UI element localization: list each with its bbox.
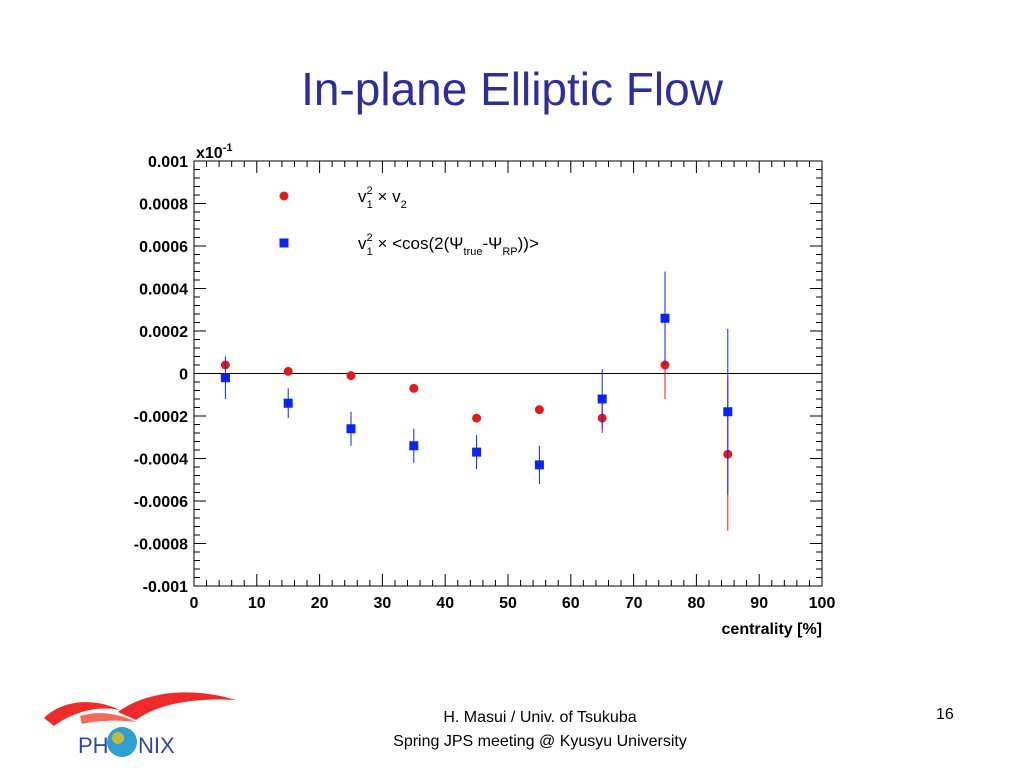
y-multiplier-label: x10-1 (196, 142, 232, 162)
legend-text: × v (373, 187, 401, 206)
legend-sub: 1 (367, 246, 373, 258)
page-number: 16 (936, 706, 954, 723)
footer-author: H. Masui / Univ. of Tsukuba (443, 709, 637, 726)
legend-sub: true (464, 246, 483, 258)
x-tick-label: 30 (374, 595, 392, 612)
data-point-blue (409, 441, 419, 451)
x-tick-label: 90 (750, 595, 768, 612)
x-tick-label: 70 (625, 595, 643, 612)
footer-meeting: Spring JPS meeting @ Kyusyu University (393, 733, 687, 750)
data-point-blue (660, 313, 670, 323)
y-tick-label: -0.0004 (134, 452, 188, 469)
x-tick-label: 50 (499, 595, 517, 612)
y-tick-label: -0.001 (143, 579, 188, 596)
y-multiplier-exponent: -1 (223, 142, 233, 154)
y-tick-label: 0.001 (148, 154, 188, 171)
legend-text: × <cos(2(Ψ (373, 234, 464, 253)
y-tick-label: -0.0002 (134, 409, 188, 426)
legend-sub: 1 (367, 199, 373, 211)
x-tick-label: 60 (562, 595, 580, 612)
y-tick-label: 0.0004 (139, 282, 188, 299)
y-tick-label: 0.0008 (139, 197, 188, 214)
y-tick-label: 0 (179, 367, 188, 384)
legend-text: -Ψ (482, 234, 502, 253)
phenix-logo: PH NIX (44, 692, 236, 758)
y-tick-label: 0.0006 (139, 239, 188, 256)
legend-sub: 2 (401, 199, 407, 211)
x-tick-label: 40 (436, 595, 454, 612)
x-tick-label: 100 (809, 595, 836, 612)
phenix-logo-wing-mid (80, 713, 136, 724)
legend-sup: 2 (367, 185, 373, 197)
data-point-blue (597, 394, 607, 404)
slide-title: In-plane Elliptic Flow (301, 63, 723, 115)
legend-marker-blue (279, 238, 289, 248)
legend-sup: 2 (367, 232, 373, 244)
data-point-red (534, 405, 544, 415)
x-axis-label: centrality [%] (722, 621, 822, 638)
footer-text: H. Masui / Univ. of Tsukuba Spring JPS m… (300, 706, 780, 754)
data-point-blue (283, 398, 293, 408)
data-point-blue (534, 460, 544, 470)
centrality-flow-chart: 0.001 0.0008 0.0006 0.0004 0.0002 0 -0.0002 -0.… (134, 142, 836, 638)
legend-label-red: v2 1 × v2 (358, 185, 407, 211)
y-tick-label: 0.0002 (139, 324, 188, 341)
x-tick-label: 20 (311, 595, 329, 612)
phenix-logo-wing-left (44, 702, 120, 726)
data-point-blue (346, 424, 356, 434)
data-point-red (472, 413, 482, 423)
legend-text: ))> (518, 234, 539, 253)
legend-sub: RP (502, 246, 517, 258)
x-tick-label: 80 (688, 595, 706, 612)
data-point-red (283, 366, 293, 376)
data-point-red (409, 383, 419, 393)
x-tick-label: 10 (248, 595, 266, 612)
legend-marker-red (279, 191, 289, 201)
y-tick-label: -0.0008 (134, 537, 188, 554)
data-point-red (346, 371, 356, 381)
phenix-logo-text: PH (78, 733, 109, 758)
phenix-logo-wing-right (118, 692, 236, 720)
phenix-logo-text-right: NIX (138, 733, 175, 758)
data-point-blue (723, 407, 733, 417)
legend-label-blue: v2 1 × <cos(2(Ψtrue-ΨRP))> (358, 232, 539, 258)
x-tick-label: 0 (190, 595, 199, 612)
data-point-blue (472, 447, 482, 457)
data-point-blue (220, 373, 230, 383)
y-tick-label: -0.0006 (134, 494, 188, 511)
legend-text: v (358, 234, 367, 253)
legend-text: v (358, 187, 367, 206)
